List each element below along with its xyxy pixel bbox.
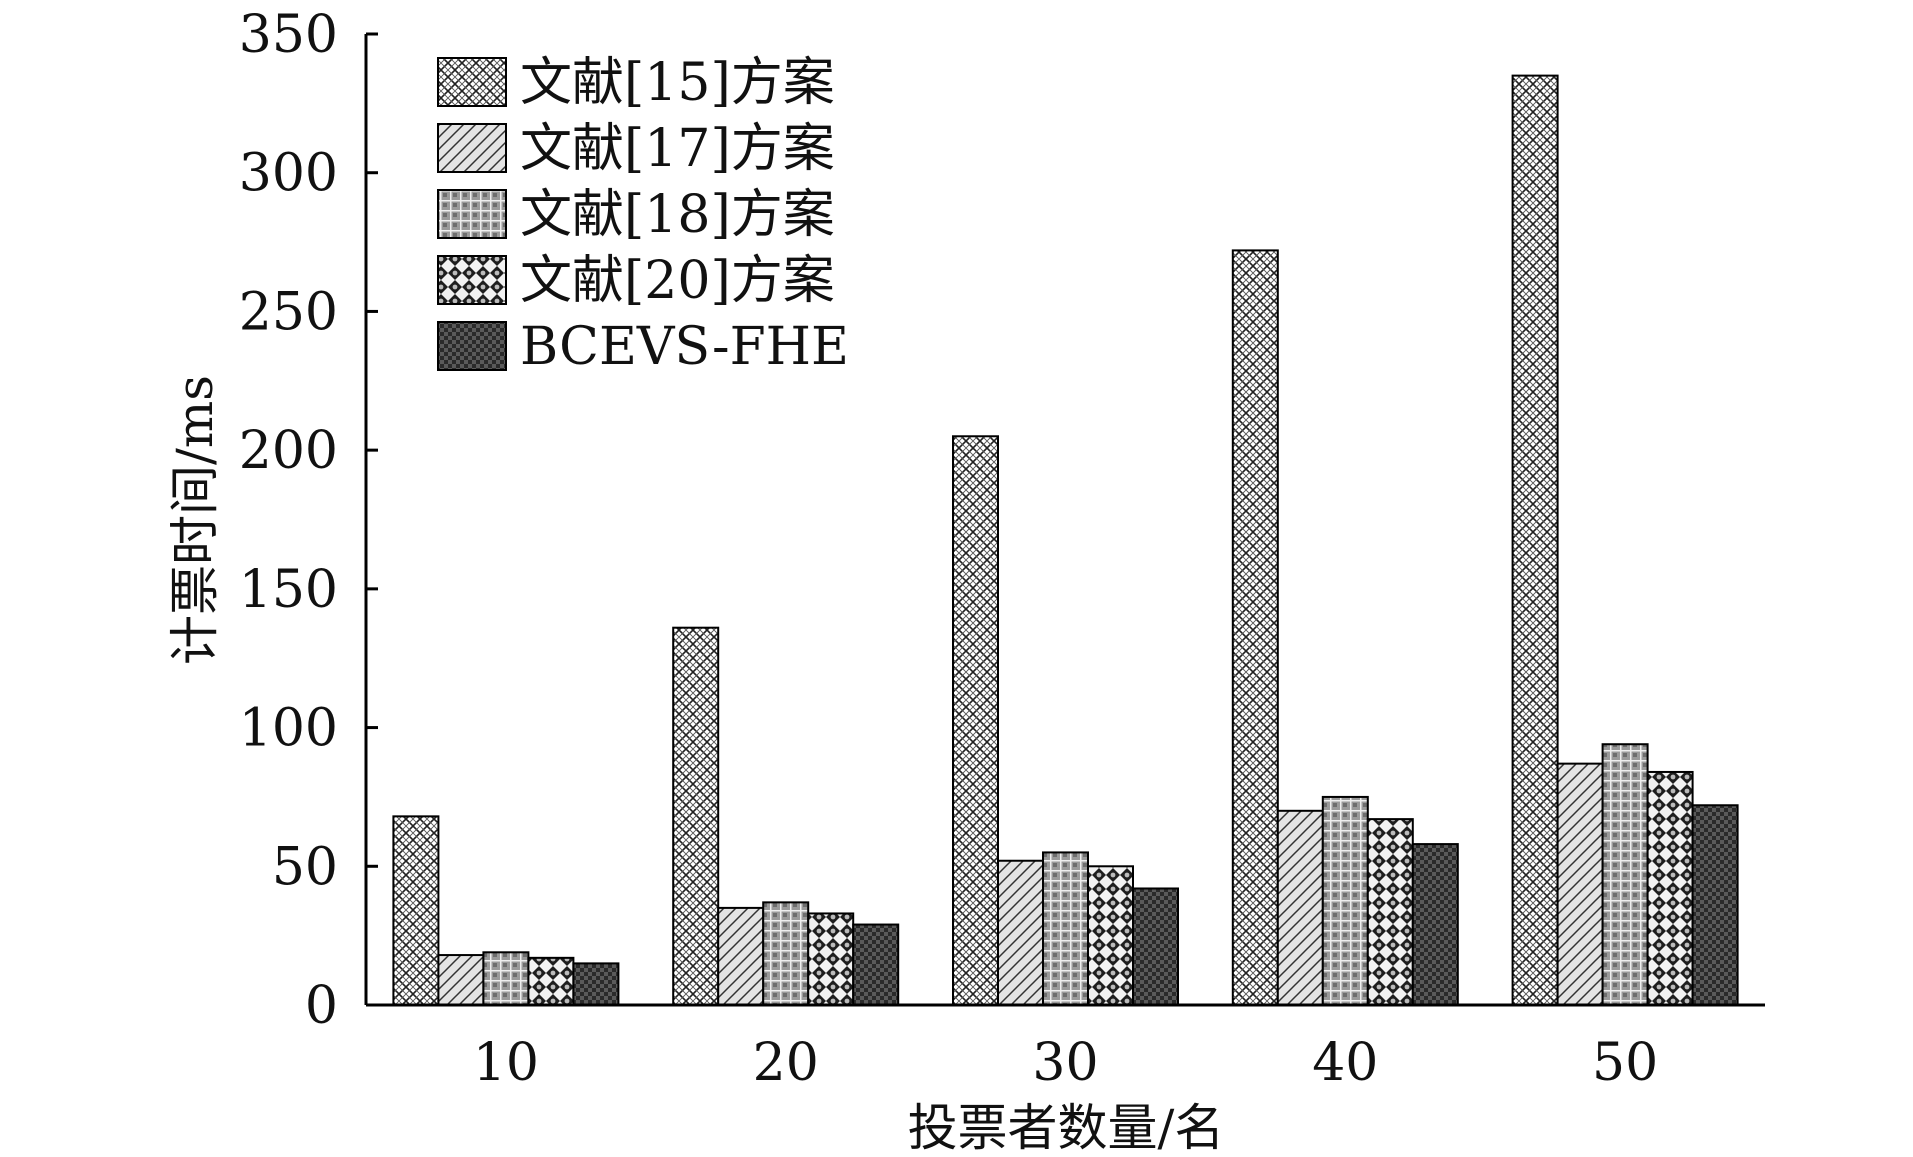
- legend-swatch: [437, 321, 507, 371]
- bar-4-50: [1646, 770, 1694, 1007]
- x-tick-label: 30: [1032, 1033, 1098, 1093]
- legend-swatch: [437, 255, 507, 305]
- bar-2-20: [717, 906, 765, 1007]
- y-tick-label: 250: [239, 282, 338, 342]
- bar-1-50: [1511, 74, 1559, 1007]
- y-tick-label: 350: [239, 5, 338, 65]
- y-tick-label: 300: [239, 144, 338, 204]
- legend-swatch: [437, 57, 507, 107]
- legend-label: 文献[15]方案: [520, 53, 835, 113]
- bar-2-50: [1556, 762, 1604, 1006]
- bar-5-20: [852, 923, 900, 1006]
- bar-4-30: [1087, 865, 1134, 1006]
- bar-3-10: [482, 951, 530, 1007]
- bar-5-50: [1691, 804, 1739, 1006]
- bar-2-10: [437, 954, 485, 1007]
- x-tick-label: 50: [1592, 1033, 1658, 1093]
- bar-5-40: [1411, 843, 1459, 1006]
- legend-label: BCEVS-FHE: [520, 317, 849, 377]
- bar-5-10: [572, 962, 620, 1007]
- x-tick-label: 20: [753, 1033, 819, 1093]
- y-tick-label: 150: [239, 560, 338, 620]
- x-axis-label: 投票者数量/名: [908, 1099, 1225, 1157]
- bar-3-30: [1042, 851, 1089, 1007]
- bar-1-20: [672, 626, 720, 1006]
- legend-label: 文献[17]方案: [520, 119, 835, 179]
- x-tick-label: 10: [473, 1033, 539, 1093]
- y-tick-label: 100: [239, 699, 338, 759]
- legend-swatch: [437, 189, 507, 239]
- plot-area: [392, 74, 1739, 1007]
- y-axis-label: 计票时间/ms: [166, 375, 224, 665]
- bar-2-40: [1276, 809, 1324, 1006]
- bar-4-40: [1366, 818, 1414, 1006]
- bar-4-20: [807, 912, 855, 1006]
- legend: 文献[15]方案文献[17]方案文献[18]方案文献[20]方案BCEVS-FH…: [437, 53, 849, 377]
- bar-3-40: [1321, 795, 1369, 1007]
- x-tick-label: 40: [1312, 1033, 1378, 1093]
- y-tick-label: 50: [272, 837, 338, 897]
- bar-1-40: [1231, 249, 1279, 1006]
- bar-5-30: [1132, 887, 1179, 1006]
- legend-label: 文献[18]方案: [520, 185, 835, 245]
- bar-1-10: [392, 815, 440, 1006]
- y-tick-label: 0: [305, 976, 338, 1036]
- x-axis-ticks: 10 20 30 40 50: [473, 1033, 1658, 1093]
- bar-4-10: [527, 956, 575, 1007]
- legend-swatch: [437, 123, 507, 173]
- bar-3-20: [762, 901, 810, 1007]
- bar-2-30: [997, 859, 1044, 1006]
- bar-1-30: [952, 435, 999, 1006]
- bar-3-50: [1601, 743, 1649, 1007]
- y-axis-ticks: 0 50 100 150 200 250 300 350: [239, 5, 378, 1036]
- y-tick-label: 200: [239, 421, 338, 481]
- legend-label: 文献[20]方案: [520, 251, 835, 311]
